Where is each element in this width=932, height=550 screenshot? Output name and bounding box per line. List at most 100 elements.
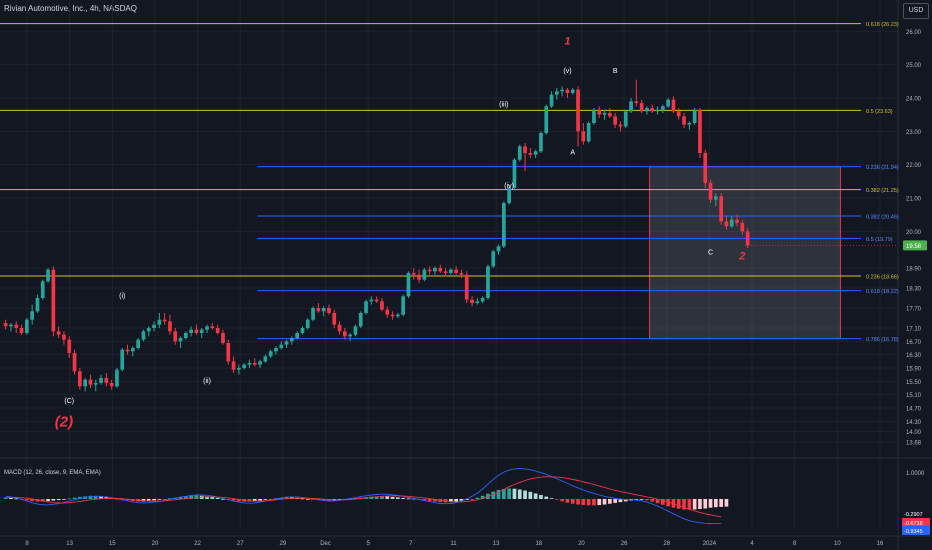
macd-histogram-bar bbox=[570, 498, 575, 504]
macd-histogram-bar bbox=[618, 498, 623, 503]
candle-body bbox=[9, 324, 13, 327]
candle-body bbox=[618, 124, 623, 127]
price-tick-label: 18.30 bbox=[906, 287, 922, 293]
candle-body bbox=[475, 301, 480, 303]
macd-histogram-bar bbox=[56, 498, 61, 501]
candle-body bbox=[496, 246, 501, 252]
candle-body bbox=[157, 319, 162, 325]
candle-body bbox=[396, 314, 400, 317]
macd-histogram-bar bbox=[459, 498, 464, 501]
macd-histogram-bar bbox=[40, 498, 45, 502]
candle-body bbox=[719, 196, 723, 222]
candle-body bbox=[332, 313, 337, 325]
candle-body bbox=[131, 348, 135, 352]
candle-body bbox=[650, 108, 655, 112]
macd-histogram-bar bbox=[178, 496, 183, 499]
candle-body bbox=[676, 111, 681, 117]
candle-body bbox=[613, 116, 617, 125]
macd-histogram-bar bbox=[189, 495, 193, 499]
candle-body bbox=[199, 329, 204, 333]
macd-histogram-bar bbox=[25, 498, 29, 501]
candle-body bbox=[671, 99, 676, 112]
wave-label: A bbox=[570, 150, 575, 157]
last-price-value: 19.58 bbox=[906, 244, 922, 250]
candle-body bbox=[194, 329, 199, 333]
wave-label: (i) bbox=[119, 293, 125, 300]
macd-histogram-bar bbox=[480, 495, 485, 499]
candle-body bbox=[268, 351, 273, 357]
wave-label: (iv) bbox=[504, 183, 514, 190]
price-tick-label: 15.50 bbox=[906, 380, 922, 386]
candle-body bbox=[173, 331, 178, 342]
candle-body bbox=[449, 269, 453, 273]
candle-body bbox=[358, 313, 363, 327]
symbol-title: Rivian Automotive, Inc., 4h, NASDAQ bbox=[4, 4, 137, 13]
macd-histogram-bar bbox=[168, 498, 172, 499]
candle-body bbox=[290, 338, 294, 342]
candle-body bbox=[597, 109, 602, 115]
candle-body bbox=[136, 339, 140, 348]
macd-histogram-bar bbox=[141, 498, 146, 502]
candle-body bbox=[189, 329, 193, 333]
wave-label: B bbox=[613, 68, 618, 75]
fib-label-blue: 0.236 (21.94) bbox=[866, 165, 899, 171]
macd-histogram-bar bbox=[555, 498, 559, 500]
macd-histogram-bar bbox=[703, 498, 708, 509]
price-tick-label: 23.00 bbox=[906, 130, 922, 136]
macd-histogram-bar bbox=[433, 498, 437, 502]
macd-histogram-bar bbox=[544, 496, 549, 499]
macd-line bbox=[5, 468, 722, 525]
macd-histogram-bar bbox=[719, 498, 723, 507]
macd-histogram-bar bbox=[517, 489, 522, 499]
price-tick-label: 16.30 bbox=[906, 353, 922, 359]
candle-body bbox=[3, 323, 8, 327]
price-tick-label: 14.30 bbox=[906, 420, 922, 426]
candle-body bbox=[210, 326, 215, 328]
candle-body bbox=[93, 383, 98, 385]
candle-body bbox=[708, 183, 713, 200]
macd-histogram-bar bbox=[104, 496, 109, 499]
candle-body bbox=[714, 196, 718, 200]
candle-body bbox=[560, 89, 564, 92]
time-tick-label: 8 bbox=[793, 541, 797, 547]
candle-body bbox=[178, 338, 183, 342]
currency-button[interactable]: USD bbox=[903, 3, 929, 19]
candle-body bbox=[305, 319, 310, 328]
candle-body bbox=[491, 251, 496, 267]
candle-body bbox=[555, 91, 559, 95]
macd-histogram-bar bbox=[639, 498, 644, 500]
macd-histogram-bar bbox=[9, 497, 13, 499]
candle-body bbox=[724, 221, 729, 227]
candle-body bbox=[78, 371, 82, 387]
macd-histogram-bar bbox=[205, 496, 209, 499]
candle-body bbox=[263, 356, 268, 362]
candle-body bbox=[745, 231, 750, 246]
macd-histogram-bar bbox=[491, 491, 496, 499]
macd-histogram-bar bbox=[449, 498, 453, 503]
candle-body bbox=[539, 133, 543, 152]
candle-body bbox=[141, 331, 146, 340]
candle-body bbox=[146, 328, 151, 332]
macd-histogram-bar bbox=[215, 497, 220, 499]
fib-label-yellow: 0.5 (23.63) bbox=[866, 109, 893, 115]
macd-histogram-bar bbox=[305, 498, 310, 500]
macd-histogram-bar bbox=[184, 496, 188, 499]
price-tick-label: 15.10 bbox=[906, 393, 922, 399]
macd-histogram-bar bbox=[724, 498, 729, 507]
macd-histogram-bar bbox=[464, 498, 469, 501]
macd-histogram-bar bbox=[152, 498, 156, 501]
price-tick-label: 16.70 bbox=[906, 340, 922, 346]
candle-body bbox=[438, 268, 443, 272]
macd-histogram-bar bbox=[422, 498, 427, 501]
macd-histogram-bar bbox=[655, 498, 660, 504]
macd-value-label: -0.6738 bbox=[904, 521, 923, 527]
candle-body bbox=[46, 269, 50, 282]
candle-body bbox=[406, 273, 411, 297]
macd-histogram-bar bbox=[528, 491, 533, 499]
candle-body bbox=[729, 219, 734, 227]
candle-body bbox=[422, 269, 427, 280]
candle-body bbox=[433, 268, 437, 272]
macd-histogram-bar bbox=[613, 498, 617, 503]
macd-histogram-bar bbox=[88, 495, 93, 499]
